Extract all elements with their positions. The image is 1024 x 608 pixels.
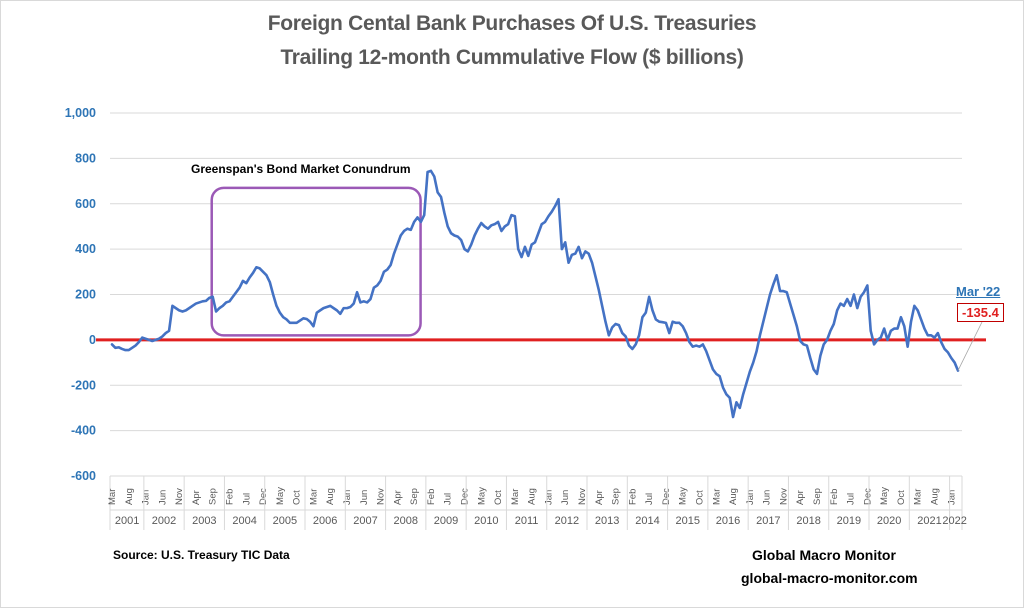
x-month-label: Jul [644, 493, 655, 505]
y-tick-label: -400 [71, 424, 96, 438]
y-tick-label: 800 [75, 151, 96, 165]
x-month-label: Jun [359, 490, 370, 505]
x-year-label: 2017 [756, 515, 780, 527]
x-month-label: Oct [292, 490, 303, 505]
chart-title: Foreign Cental Bank Purchases Of U.S. Tr… [267, 12, 757, 35]
y-tick-label: 0 [89, 333, 96, 347]
x-month-label: Aug [930, 488, 941, 505]
x-month-label: Nov [376, 488, 387, 505]
x-year-label: 2012 [555, 515, 579, 527]
x-month-label: Mar [510, 489, 521, 505]
x-year-label: 2008 [394, 515, 418, 527]
x-month-label: Sep [611, 488, 622, 505]
series-line [110, 169, 960, 419]
x-month-label: Aug [124, 488, 135, 505]
x-month-label: Sep [208, 488, 219, 505]
x-month-label: Aug [527, 488, 538, 505]
x-month-label: Jan [543, 490, 554, 505]
x-year-label: 2006 [313, 515, 337, 527]
x-year-label: 2009 [434, 515, 458, 527]
x-year-label: 2003 [192, 515, 216, 527]
x-month-label: Oct [695, 490, 706, 505]
y-tick-label: 400 [75, 242, 96, 256]
x-month-label: Jul [443, 493, 454, 505]
x-month-label: Nov [778, 488, 789, 505]
x-month-label: Jan [342, 490, 353, 505]
x-month-label: Jul [846, 493, 857, 505]
x-month-label: Mar [711, 489, 722, 505]
x-year-label: 2021 [917, 515, 941, 527]
x-month-label: Mar [913, 489, 924, 505]
x-month-label: Jun [157, 490, 168, 505]
y-tick-label: -200 [71, 378, 96, 392]
x-month-label: Apr [795, 490, 806, 505]
x-month-label: May [879, 487, 890, 505]
x-month-label: Nov [577, 488, 588, 505]
x-year-label: 2002 [152, 515, 176, 527]
y-tick-label: 1,000 [65, 106, 96, 120]
last-point-date-label: Mar '22 [956, 284, 1001, 299]
x-month-label: Jul [241, 493, 252, 505]
brand-name: Global Macro Monitor [752, 547, 896, 563]
y-tick-label: 200 [75, 288, 96, 302]
x-month-label: May [678, 487, 689, 505]
x-month-label: Sep [409, 488, 420, 505]
x-month-label: Feb [426, 489, 437, 505]
x-year-label: 2001 [115, 515, 139, 527]
x-month-label: Oct [493, 490, 504, 505]
x-year-label: 2018 [796, 515, 820, 527]
x-year-label: 2014 [635, 515, 659, 527]
x-month-label: Apr [594, 490, 605, 505]
x-year-label: 2005 [273, 515, 297, 527]
x-month-label: Dec [258, 488, 269, 505]
x-month-label: Jun [560, 490, 571, 505]
x-year-label: 2022 [942, 515, 966, 527]
x-month-label: Apr [392, 490, 403, 505]
x-year-label: 2004 [232, 515, 256, 527]
x-month-label: Dec [661, 488, 672, 505]
x-month-label: Jan [946, 490, 957, 505]
x-month-label: Mar [107, 489, 118, 505]
x-year-label: 2007 [353, 515, 377, 527]
x-year-label: 2020 [877, 515, 901, 527]
chart-subtitle: Trailing 12-month Cummulative Flow ($ bi… [280, 46, 744, 69]
source-note: Source: U.S. Treasury TIC Data [113, 548, 290, 562]
x-month-label: Apr [191, 490, 202, 505]
x-month-label: Sep [812, 488, 823, 505]
x-year-label: 2016 [716, 515, 740, 527]
conundrum-highlight-box [210, 186, 422, 337]
x-month-label: Oct [896, 490, 907, 505]
conundrum-annotation-label: Greenspan's Bond Market Conundrum [191, 162, 411, 176]
x-month-label: May [476, 487, 487, 505]
callout-leader-line [957, 321, 983, 371]
x-month-label: Dec [862, 488, 873, 505]
x-year-label: 2010 [474, 515, 498, 527]
x-month-label: Feb [627, 489, 638, 505]
x-month-label: Nov [174, 488, 185, 505]
brand-site: global-macro-monitor.com [741, 570, 918, 586]
last-point-value-label: -135.4 [957, 303, 1004, 322]
x-month-label: May [275, 487, 286, 505]
x-month-label: Dec [460, 488, 471, 505]
x-year-label: 2015 [676, 515, 700, 527]
x-year-label: 2011 [515, 515, 539, 527]
x-month-label: Feb [225, 489, 236, 505]
x-month-label: Aug [728, 488, 739, 505]
x-month-label: Jan [141, 490, 152, 505]
y-tick-label: -600 [71, 469, 96, 483]
x-month-label: Jan [745, 490, 756, 505]
x-year-label: 2013 [595, 515, 619, 527]
x-month-label: Feb [829, 489, 840, 505]
x-year-label: 2019 [837, 515, 861, 527]
x-month-label: Aug [325, 488, 336, 505]
x-month-label: Jun [762, 490, 773, 505]
y-tick-label: 600 [75, 197, 96, 211]
x-month-label: Mar [308, 489, 319, 505]
